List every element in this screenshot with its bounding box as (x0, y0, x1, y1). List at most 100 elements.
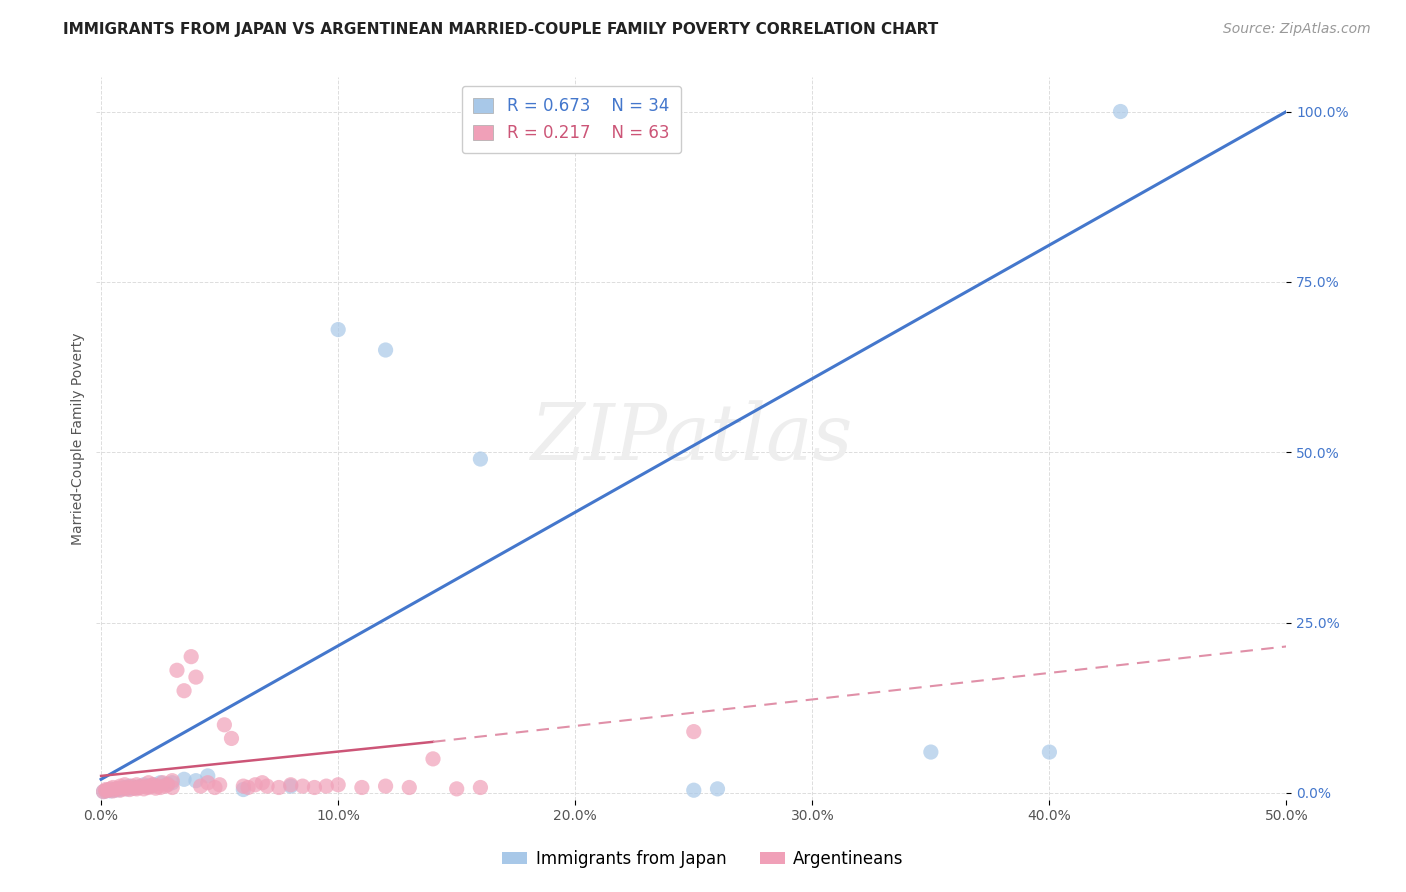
Point (125, 778, 148, 792)
Point (252, 775, 274, 789)
Point (135, 780, 157, 794)
Point (470, 780, 492, 795)
Text: Source: ZipAtlas.com: Source: ZipAtlas.com (1223, 22, 1371, 37)
Legend: Immigrants from Japan, Argentineans: Immigrants from Japan, Argentineans (496, 844, 910, 875)
Point (114, 781, 136, 796)
Point (121, 779, 143, 793)
Point (101, 784, 124, 798)
Point (682, 724, 704, 739)
Point (138, 779, 160, 793)
Point (138, 775, 160, 789)
Point (132, 778, 155, 792)
Point (108, 782, 131, 797)
Point (160, 780, 183, 795)
Point (146, 779, 169, 793)
Point (280, 778, 302, 792)
Point (128, 780, 150, 794)
Legend: R = 0.673    N = 34, R = 0.217    N = 63: R = 0.673 N = 34, R = 0.217 N = 63 (461, 86, 681, 153)
Point (304, 780, 326, 795)
Point (149, 780, 172, 795)
Point (101, 782, 124, 797)
Point (221, 731, 243, 746)
Point (280, 779, 302, 793)
Point (149, 775, 172, 789)
Point (184, 670, 207, 684)
Point (94, 782, 117, 797)
Point (190, 779, 212, 793)
Point (470, 452, 492, 467)
Point (131, 779, 153, 793)
Point (93, 784, 115, 798)
Point (111, 781, 134, 796)
Point (208, 778, 231, 792)
Point (100, 784, 122, 798)
Point (142, 778, 165, 792)
Point (374, 343, 396, 357)
Point (108, 783, 131, 797)
Point (232, 782, 254, 797)
Point (100, 781, 122, 796)
Point (128, 780, 150, 795)
Point (156, 777, 179, 791)
Point (114, 778, 136, 792)
Point (145, 781, 167, 796)
Point (142, 778, 165, 792)
Point (1038, 745, 1060, 759)
Point (138, 780, 160, 795)
Point (180, 649, 202, 664)
Point (124, 781, 146, 796)
Point (97, 783, 120, 797)
Point (160, 773, 183, 788)
Point (118, 782, 141, 797)
Text: ZIPatlas: ZIPatlas (530, 401, 852, 476)
Point (121, 781, 143, 796)
Point (374, 779, 396, 793)
Point (446, 781, 468, 796)
Point (920, 745, 942, 759)
Point (232, 779, 254, 793)
Point (152, 775, 174, 789)
Point (107, 781, 129, 796)
Point (204, 780, 226, 795)
Point (173, 772, 195, 787)
Point (328, 322, 350, 336)
Point (315, 779, 337, 793)
Y-axis label: Married-Couple Family Poverty: Married-Couple Family Poverty (72, 333, 86, 545)
Point (156, 778, 179, 792)
Point (267, 780, 290, 795)
Point (97, 783, 120, 797)
Point (93, 784, 115, 798)
Point (153, 779, 176, 793)
Point (197, 769, 219, 783)
Point (245, 778, 267, 792)
Point (107, 781, 129, 796)
Point (104, 783, 127, 797)
Point (291, 779, 314, 793)
Point (101, 780, 124, 795)
Point (118, 779, 141, 793)
Point (94, 784, 117, 798)
Point (115, 781, 138, 796)
Point (125, 781, 148, 796)
Text: IMMIGRANTS FROM JAPAN VS ARGENTINEAN MARRIED-COUPLE FAMILY POVERTY CORRELATION C: IMMIGRANTS FROM JAPAN VS ARGENTINEAN MAR… (63, 22, 939, 37)
Point (236, 780, 259, 795)
Point (104, 782, 127, 797)
Point (173, 683, 195, 698)
Point (328, 778, 350, 792)
Point (115, 780, 138, 795)
Point (422, 752, 444, 766)
Point (114, 780, 136, 795)
Point (184, 773, 207, 788)
Point (682, 783, 704, 797)
Point (132, 781, 155, 796)
Point (1109, 104, 1132, 119)
Point (197, 775, 219, 789)
Point (166, 663, 188, 677)
Point (108, 779, 131, 793)
Point (398, 780, 420, 795)
Point (256, 779, 278, 793)
Point (160, 775, 183, 789)
Point (214, 718, 236, 732)
Point (139, 779, 162, 793)
Point (350, 780, 373, 795)
